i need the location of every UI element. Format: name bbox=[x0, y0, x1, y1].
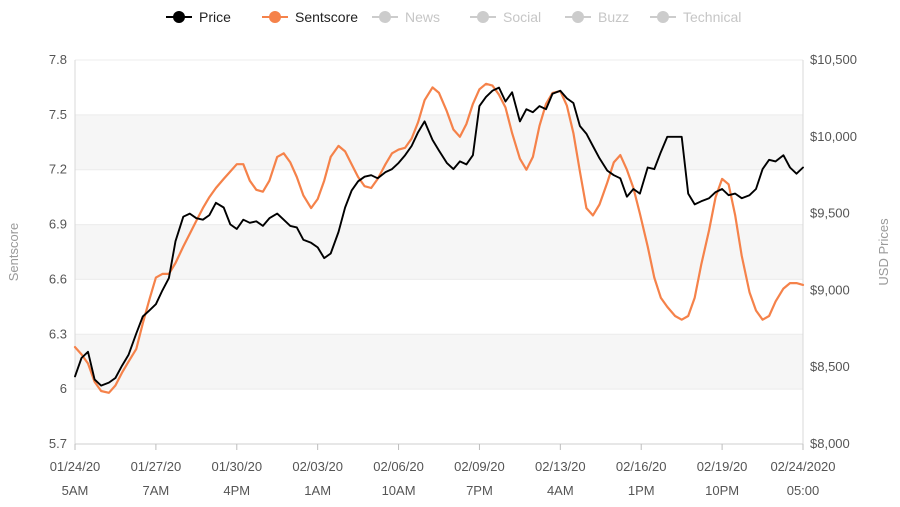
grid-band bbox=[75, 389, 803, 444]
x-tick-time: 5AM bbox=[62, 483, 89, 498]
legend-item-social[interactable]: Social bbox=[470, 9, 541, 25]
x-tick-date: 01/24/20 bbox=[50, 459, 101, 474]
grid-lines bbox=[74, 59, 804, 445]
x-tick-date: 02/09/20 bbox=[454, 459, 505, 474]
x-tick-time: 10AM bbox=[382, 483, 416, 498]
legend-item-sentscore[interactable]: Sentscore bbox=[262, 9, 358, 25]
legend-marker bbox=[379, 11, 391, 23]
left-tick-label: 6 bbox=[60, 381, 67, 396]
x-tick-date: 01/27/20 bbox=[131, 459, 182, 474]
legend-label: Social bbox=[503, 9, 541, 25]
right-tick-label: $8,000 bbox=[810, 436, 850, 451]
left-tick-label: 6.6 bbox=[49, 271, 67, 286]
x-axis: 01/24/20 5AM 01/27/20 7AM 01/30/20 4PM 02/03/2… bbox=[50, 444, 836, 498]
x-tick-time: 1PM bbox=[628, 483, 655, 498]
series-layer bbox=[73, 82, 805, 394]
x-tick-date: 02/03/20 bbox=[292, 459, 343, 474]
grid-band bbox=[75, 224, 803, 280]
x-tick-time: 10PM bbox=[705, 483, 739, 498]
legend-marker bbox=[572, 11, 584, 23]
x-tick-time: 4PM bbox=[223, 483, 250, 498]
legend-label: Price bbox=[199, 9, 231, 25]
x-tick-time: 1AM bbox=[304, 483, 331, 498]
x-tick-time: 4AM bbox=[547, 483, 574, 498]
right-axis-title: USD Prices bbox=[876, 218, 891, 286]
legend-label: Buzz bbox=[598, 9, 629, 25]
legend-label: Sentscore bbox=[295, 9, 358, 25]
x-tick-date: 02/06/20 bbox=[373, 459, 424, 474]
legend-marker bbox=[657, 11, 669, 23]
grid-band bbox=[75, 114, 803, 170]
left-tick-label: 6.3 bbox=[49, 326, 67, 341]
legend-item-price[interactable]: Price bbox=[166, 9, 231, 25]
legend-marker bbox=[477, 11, 489, 23]
grid-band bbox=[75, 334, 803, 390]
x-tick-time: 7PM bbox=[466, 483, 493, 498]
right-axis: $10,500 $10,000 $9,500 $9,000 $8,500 $8,000 bbox=[810, 52, 857, 451]
legend-item-buzz[interactable]: Buzz bbox=[565, 9, 629, 25]
legend-marker bbox=[269, 11, 281, 23]
legend-marker bbox=[173, 11, 185, 23]
left-tick-label: 7.5 bbox=[49, 107, 67, 122]
series-line-price bbox=[74, 86, 804, 387]
x-tick-time: 7AM bbox=[143, 483, 170, 498]
x-tick-date: 02/24/2020 bbox=[770, 459, 835, 474]
x-tick-date: 02/16/20 bbox=[616, 459, 667, 474]
left-axis: 7.8 7.5 7.2 6.9 6.6 6.3 6 5.7 bbox=[49, 52, 67, 451]
legend-label: Technical bbox=[683, 9, 741, 25]
left-tick-label: 5.7 bbox=[49, 436, 67, 451]
x-tick-date: 02/19/20 bbox=[697, 459, 748, 474]
legend-item-news[interactable]: News bbox=[372, 9, 440, 25]
left-tick-label: 7.8 bbox=[49, 52, 67, 67]
right-tick-label: $9,000 bbox=[810, 282, 850, 297]
right-tick-label: $8,500 bbox=[810, 359, 850, 374]
x-tick-date: 01/30/20 bbox=[211, 459, 262, 474]
left-tick-label: 6.9 bbox=[49, 217, 67, 232]
legend-item-technical[interactable]: Technical bbox=[650, 9, 741, 25]
grid-band bbox=[75, 279, 803, 335]
legend-label: News bbox=[405, 9, 440, 25]
x-tick-date: 02/13/20 bbox=[535, 459, 586, 474]
right-tick-label: $9,500 bbox=[810, 206, 850, 221]
left-tick-label: 7.2 bbox=[49, 162, 67, 177]
plot-bands bbox=[75, 60, 803, 444]
grid-band bbox=[75, 169, 803, 225]
x-tick-time: 05:00 bbox=[787, 483, 820, 498]
grid-band bbox=[75, 60, 803, 115]
left-axis-title: Sentscore bbox=[6, 223, 21, 282]
series-line-sentscore bbox=[73, 82, 805, 394]
right-tick-label: $10,000 bbox=[810, 129, 857, 144]
legend[interactable]: Price Sentscore News Social Buzz Technical bbox=[166, 9, 741, 25]
right-tick-label: $10,500 bbox=[810, 52, 857, 67]
